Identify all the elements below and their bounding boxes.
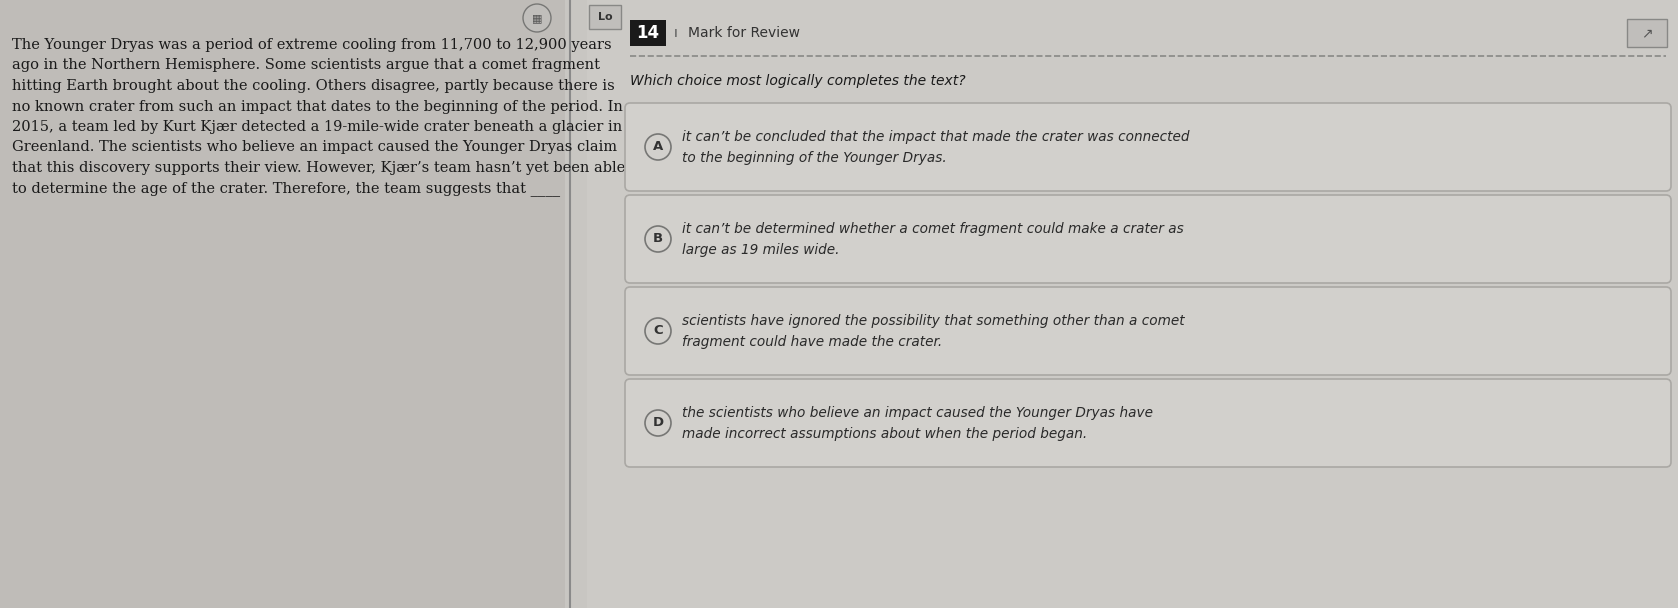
Text: scientists have ignored the possibility that something other than a comet: scientists have ignored the possibility … [681, 314, 1185, 328]
FancyBboxPatch shape [629, 20, 666, 46]
FancyBboxPatch shape [0, 0, 565, 608]
Text: hitting Earth brought about the cooling. Others disagree, partly because there i: hitting Earth brought about the cooling.… [12, 79, 614, 93]
Text: ▦: ▦ [532, 13, 542, 23]
Text: no known crater from such an impact that dates to the beginning of the period. I: no known crater from such an impact that… [12, 100, 623, 114]
Text: to determine the age of the crater. Therefore, the team suggests that ____: to determine the age of the crater. Ther… [12, 182, 560, 196]
Circle shape [644, 318, 671, 344]
FancyBboxPatch shape [624, 195, 1671, 283]
Text: it can’t be concluded that the impact that made the crater was connected: it can’t be concluded that the impact th… [681, 130, 1190, 144]
FancyBboxPatch shape [624, 287, 1671, 375]
Text: Mark for Review: Mark for Review [688, 26, 800, 40]
Text: 14: 14 [636, 24, 659, 42]
Text: ı: ı [675, 26, 678, 40]
Text: Lo: Lo [597, 12, 612, 22]
Circle shape [644, 410, 671, 436]
FancyBboxPatch shape [587, 0, 1678, 608]
FancyBboxPatch shape [1628, 19, 1666, 47]
Circle shape [524, 4, 550, 32]
Text: D: D [653, 416, 663, 429]
Text: that this discovery supports their view. However, Kjær’s team hasn’t yet been ab: that this discovery supports their view.… [12, 161, 626, 175]
FancyBboxPatch shape [624, 103, 1671, 191]
Text: it can’t be determined whether a comet fragment could make a crater as: it can’t be determined whether a comet f… [681, 222, 1183, 236]
Circle shape [644, 226, 671, 252]
FancyBboxPatch shape [589, 5, 621, 29]
FancyBboxPatch shape [624, 379, 1671, 467]
Text: fragment could have made the crater.: fragment could have made the crater. [681, 335, 943, 349]
Text: large as 19 miles wide.: large as 19 miles wide. [681, 243, 839, 257]
Text: ↗: ↗ [1641, 26, 1653, 40]
Circle shape [644, 134, 671, 160]
Text: The Younger Dryas was a period of extreme cooling from 11,700 to 12,900 years: The Younger Dryas was a period of extrem… [12, 38, 611, 52]
Text: to the beginning of the Younger Dryas.: to the beginning of the Younger Dryas. [681, 151, 946, 165]
Text: A: A [653, 140, 663, 153]
Text: the scientists who believe an impact caused the Younger Dryas have: the scientists who believe an impact cau… [681, 406, 1153, 420]
Text: made incorrect assumptions about when the period began.: made incorrect assumptions about when th… [681, 427, 1087, 441]
Text: 2015, a team led by Kurt Kjær detected a 19-mile-wide crater beneath a glacier i: 2015, a team led by Kurt Kjær detected a… [12, 120, 623, 134]
Text: B: B [653, 232, 663, 246]
Text: ago in the Northern Hemisphere. Some scientists argue that a comet fragment: ago in the Northern Hemisphere. Some sci… [12, 58, 601, 72]
Text: Greenland. The scientists who believe an impact caused the Younger Dryas claim: Greenland. The scientists who believe an… [12, 140, 618, 154]
Text: Which choice most logically completes the text?: Which choice most logically completes th… [629, 74, 965, 88]
Text: C: C [653, 325, 663, 337]
